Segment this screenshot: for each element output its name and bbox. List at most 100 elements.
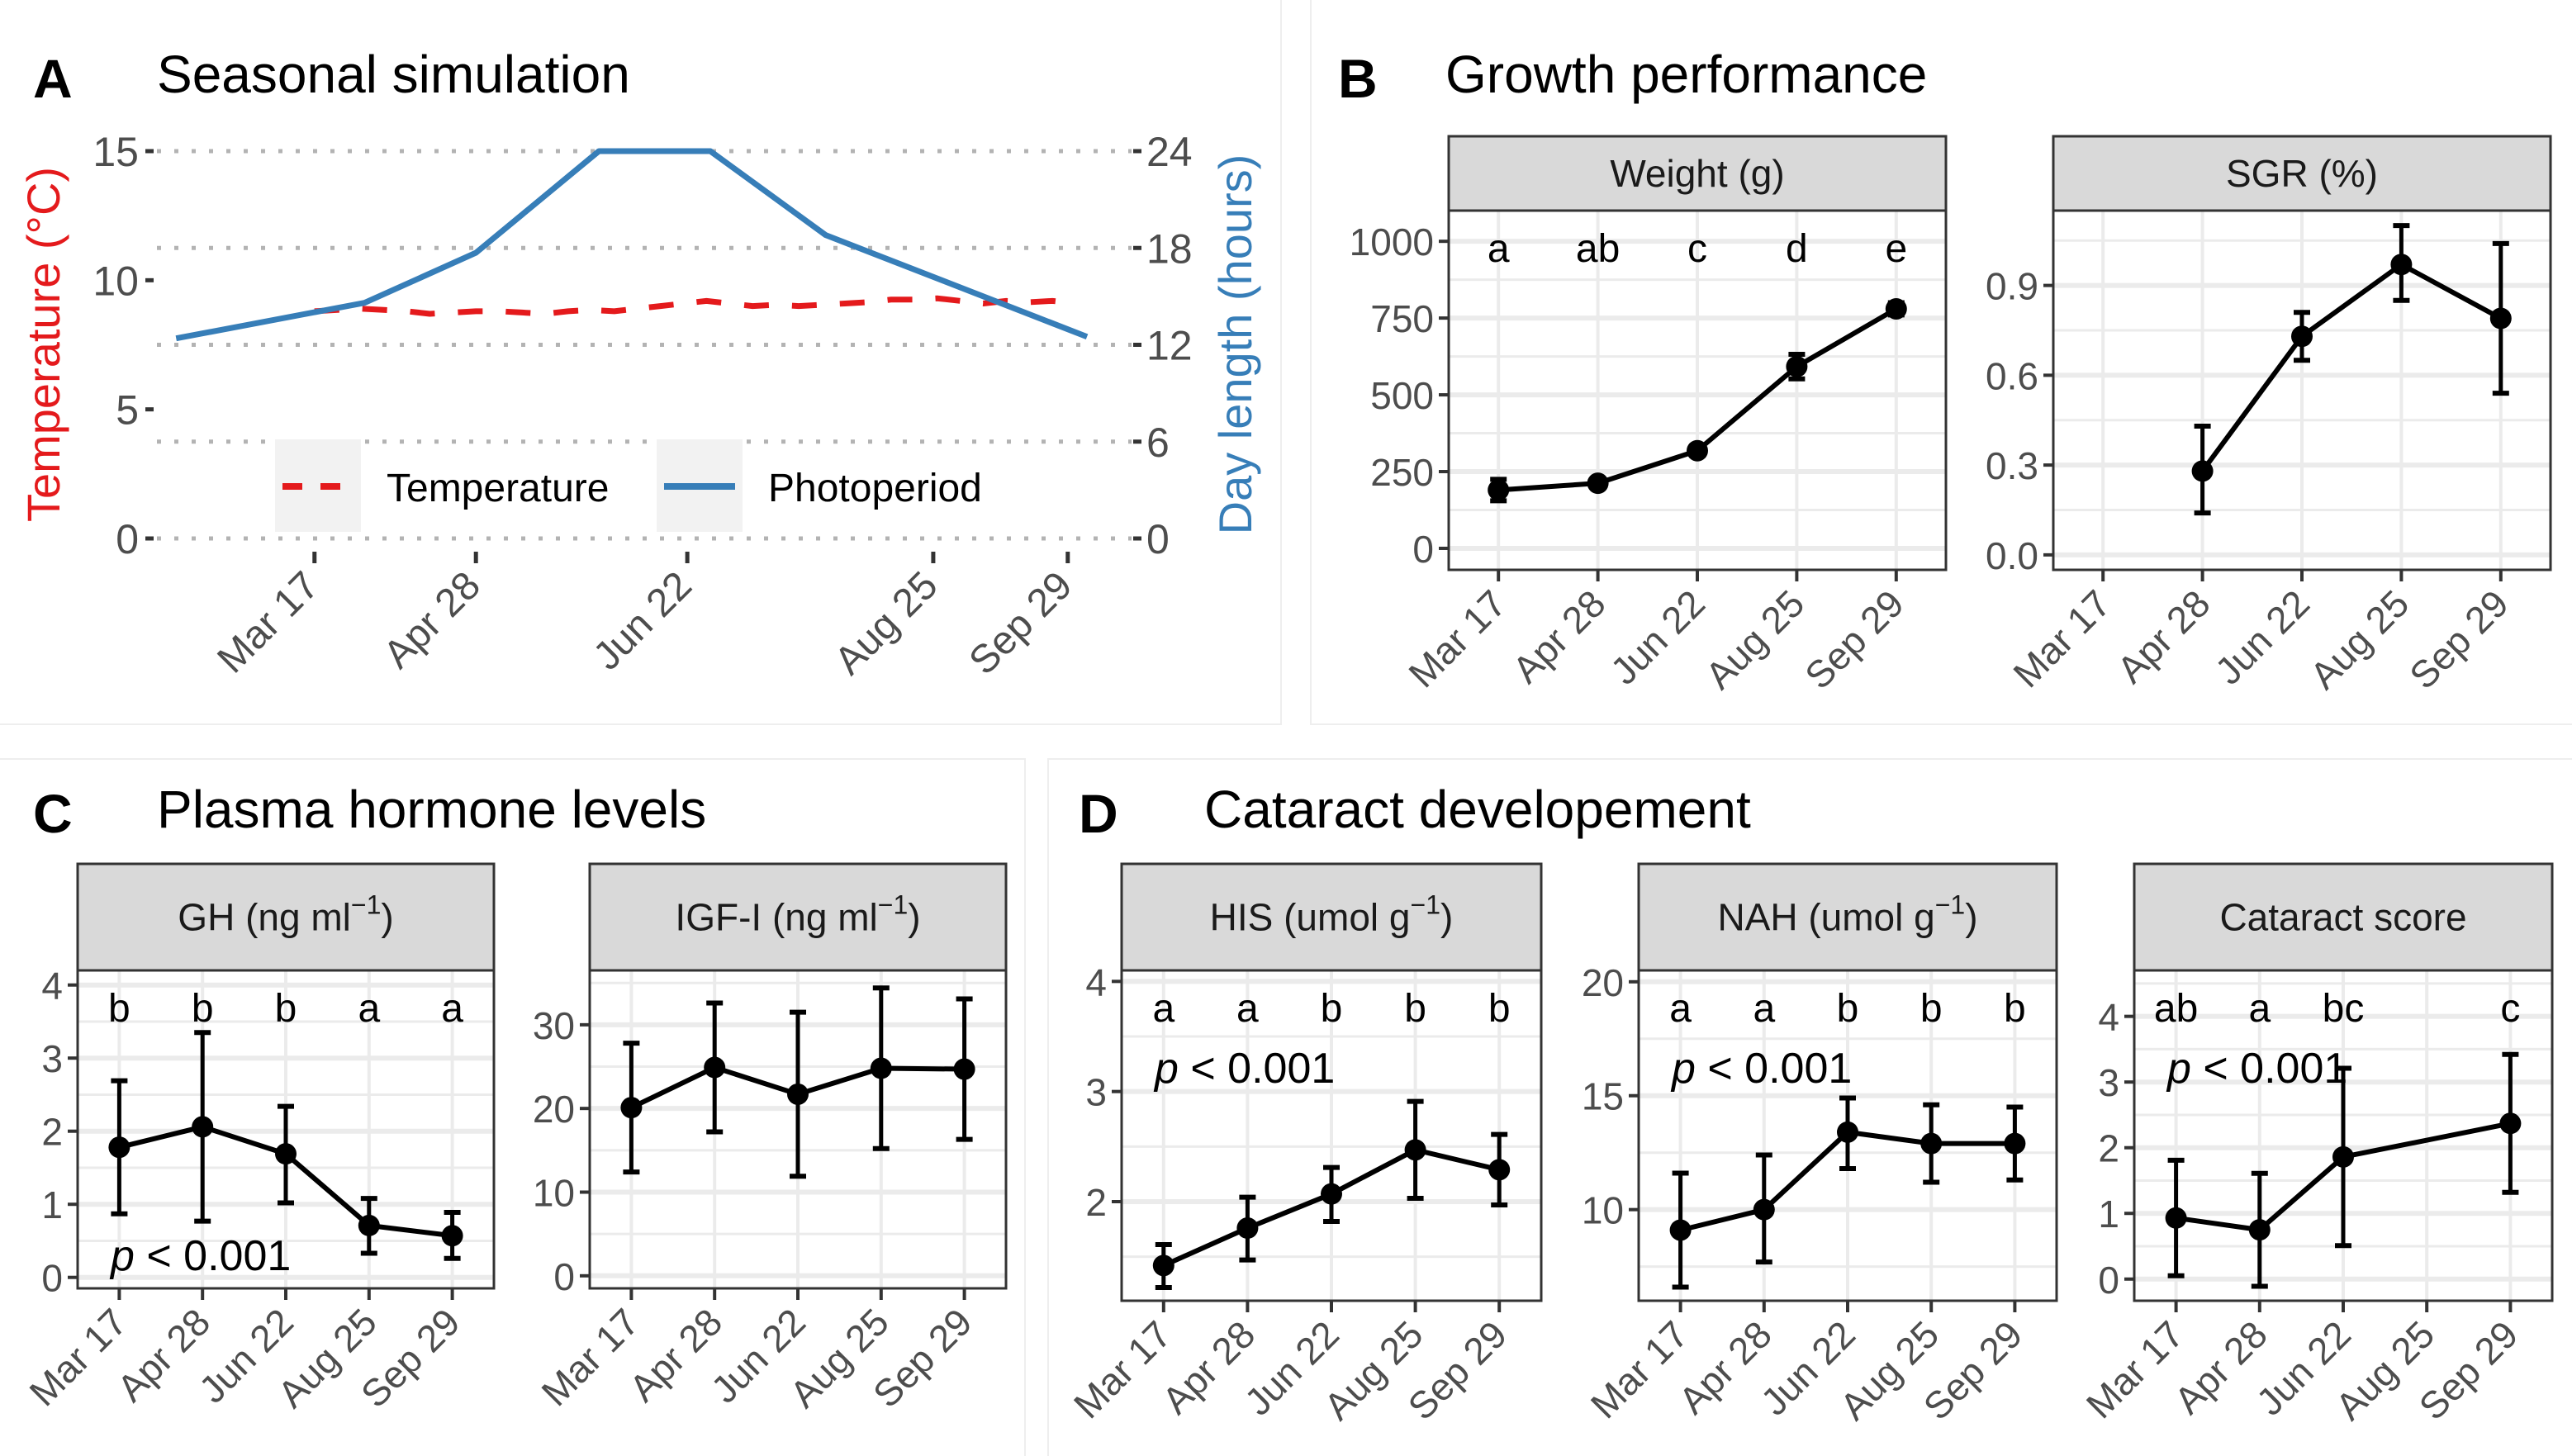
y-tick-label-left: 5: [116, 387, 139, 434]
facet-strip-label: SGR (%): [2226, 152, 2378, 195]
significance-letter: b: [108, 987, 130, 1031]
x-tick-label: Apr 28: [1504, 581, 1614, 691]
y-tick-label: 0.9: [1986, 265, 2038, 308]
data-point: [2165, 1207, 2187, 1229]
significance-letter: b: [1404, 987, 1426, 1031]
legend-label-photoperiod: Photoperiod: [768, 467, 982, 510]
significance-letter: e: [1885, 227, 1907, 271]
y-tick-label: 0.0: [1986, 534, 2038, 577]
significance-letter: b: [1321, 987, 1343, 1031]
y-tick-label: 3: [2098, 1061, 2119, 1104]
x-tick-label: Mar 17: [533, 1300, 647, 1414]
data-point: [275, 1143, 297, 1165]
facet-strip: [588, 862, 1008, 972]
significance-letter: a: [1236, 987, 1259, 1031]
x-tick-label: Apr 28: [2109, 581, 2218, 691]
data-point: [2004, 1132, 2026, 1155]
data-point: [1920, 1132, 1943, 1155]
significance-letter: a: [1669, 987, 1692, 1031]
facet-strip: [1637, 862, 2058, 972]
data-point: [787, 1083, 809, 1105]
x-tick-label: Mar 17: [2078, 1312, 2192, 1426]
data-point: [1587, 472, 1609, 495]
x-tick-label: Mar 17: [1583, 1312, 1696, 1426]
y-tick-label: 2: [2098, 1127, 2119, 1170]
data-point: [953, 1058, 975, 1080]
data-point: [1837, 1121, 1858, 1143]
data-point: [870, 1057, 892, 1079]
data-point: [704, 1056, 726, 1079]
y-tick-label: 250: [1370, 451, 1434, 494]
data-point: [2248, 1219, 2271, 1241]
x-tick-label: Apr 28: [1670, 1312, 1780, 1422]
y-tick-label: 750: [1370, 297, 1434, 340]
significance-letter: bc: [2323, 987, 2365, 1031]
p-value-label: p < 0.001: [1153, 1045, 1335, 1093]
y-tick-label-right: 24: [1146, 129, 1193, 175]
y-axis-title-right: Day length (hours): [1209, 154, 1261, 535]
y-tick-label: 2: [41, 1111, 63, 1154]
significance-letter: a: [441, 987, 463, 1031]
data-point: [620, 1097, 643, 1119]
y-tick-label: 30: [533, 1004, 575, 1047]
x-tick-label: Jun 22: [1602, 581, 1713, 692]
data-point: [2390, 254, 2413, 276]
plot-border: [2052, 209, 2552, 571]
y-tick-label: 20: [1582, 961, 1624, 1004]
data-point: [1236, 1217, 1259, 1239]
y-axis-title-left: Temperature (°C): [17, 167, 69, 522]
y-tick-label: 3: [41, 1037, 63, 1080]
data-point: [1152, 1254, 1174, 1277]
x-tick-label: Mar 17: [1065, 1312, 1179, 1426]
panel-b-frame: [1310, 0, 2572, 725]
facet-strip-label: GH (ng ml−1): [178, 890, 393, 939]
y-tick-label-left: 0: [116, 516, 139, 562]
significance-letter: c: [2500, 987, 2520, 1031]
data-point: [1404, 1139, 1426, 1161]
data-point: [1885, 297, 1907, 320]
data-point: [1488, 1159, 1511, 1181]
significance-letter: ab: [1576, 227, 1620, 271]
y-tick-label: 4: [1085, 960, 1107, 1003]
facet-strip-label: NAH (umol g−1): [1717, 890, 1977, 939]
panel-c-frame: [0, 758, 1026, 1456]
y-tick-label-right: 0: [1146, 516, 1170, 562]
plot-border: [2133, 969, 2554, 1302]
data-point: [108, 1136, 130, 1159]
significance-letter: a: [1753, 987, 1775, 1031]
y-tick-label: 20: [533, 1088, 575, 1131]
x-tick-label: Jun 22: [586, 563, 700, 678]
panel-a-frame: [0, 0, 1282, 725]
facet-strip: [1447, 135, 1948, 212]
x-tick-label: Aug 25: [2302, 581, 2418, 697]
y-tick-label: 10: [533, 1171, 575, 1214]
facet-strip-label: Weight (g): [1610, 152, 1784, 195]
y-tick-label: 0: [2098, 1259, 2119, 1302]
data-point: [358, 1214, 380, 1236]
x-tick-label: Apr 28: [2166, 1312, 2275, 1422]
data-point: [1786, 355, 1808, 377]
panel-letter-a: A: [33, 48, 73, 109]
data-point: [1321, 1183, 1342, 1205]
facet-strip-label: IGF-I (ng ml−1): [675, 890, 920, 939]
data-point: [1488, 479, 1510, 501]
data-point: [192, 1116, 214, 1138]
facet-strip-label: HIS (umol g−1): [1210, 890, 1454, 939]
significance-letter: a: [358, 987, 380, 1031]
y-tick-label-left: 15: [93, 129, 139, 175]
x-tick-label: Aug 25: [1697, 581, 1813, 697]
significance-letter: a: [1488, 227, 1510, 271]
significance-letter: ab: [2154, 987, 2198, 1031]
plot-border: [1447, 209, 1948, 571]
data-point: [441, 1225, 463, 1247]
facet-strip: [2133, 862, 2554, 972]
x-tick-label: Mar 17: [21, 1300, 135, 1414]
y-tick-label: 4: [41, 965, 63, 1008]
significance-letter: b: [275, 987, 297, 1031]
p-value-label: p < 0.001: [2166, 1045, 2347, 1093]
